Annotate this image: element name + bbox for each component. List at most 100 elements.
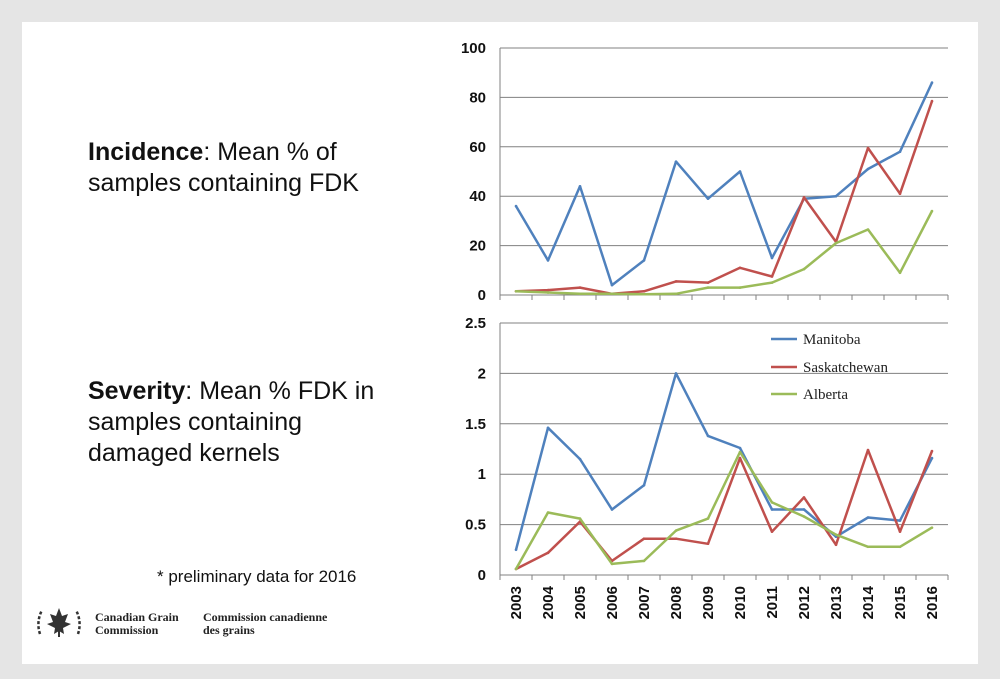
severity-point-alberta [738,450,742,454]
incidence-point-alberta [546,291,550,294]
incidence-series-saskatchewan [515,100,934,296]
severity-point-manitoba [706,434,710,438]
severity-y-tick-label: 0.5 [465,517,486,534]
incidence-point-saskatchewan [866,146,870,150]
severity-point-saskatchewan [802,496,806,499]
x-tick-label: 2004 [540,585,557,619]
incidence-y-tick-label: 60 [469,139,486,156]
incidence-point-alberta [578,292,582,296]
severity-point-manitoba [802,508,806,511]
legend-label-alberta: Alberta [803,387,848,403]
severity-desc-1: : Mean % FDK in [185,377,375,405]
incidence-point-alberta [642,292,646,296]
severity-point-saskatchewan [770,530,774,533]
incidence-point-saskatchewan [802,196,806,199]
severity-point-manitoba [674,372,678,375]
incidence-label: Incidence: Mean % of samples containing … [88,137,418,199]
severity-series-alberta [514,450,933,570]
severity-point-alberta [514,567,518,571]
incidence-point-manitoba [642,259,646,262]
incidence-point-alberta [898,271,902,275]
severity-point-saskatchewan [738,456,742,460]
incidence-y-tick-label: 80 [469,89,486,106]
incidence-point-saskatchewan [674,280,678,283]
severity-series-saskatchewan [515,448,934,571]
incidence-point-manitoba [738,170,742,173]
logo-en-line2: Commission [95,623,159,637]
severity-y-tick-label: 2 [478,365,486,382]
severity-point-alberta [866,545,870,549]
severity-point-manitoba [514,548,518,552]
legend-label-saskatchewan: Saskatchewan [803,360,888,376]
incidence-point-manitoba [898,150,902,154]
severity-y-tick-label: 0 [478,567,486,584]
maple-leaf-logo-icon [37,608,81,637]
severity-point-alberta [802,515,806,518]
x-tick-label: 2008 [668,586,685,619]
incidence-point-manitoba [770,256,774,260]
incidence-point-manitoba [514,204,518,208]
x-tick-label: 2013 [828,586,845,619]
severity-point-saskatchewan [674,537,678,541]
severity-point-saskatchewan [866,448,870,452]
incidence-desc-1: : Mean % of [203,138,337,166]
x-tick-label: 2015 [892,586,909,619]
x-tick-label: 2016 [924,586,941,619]
incidence-point-saskatchewan [642,289,646,293]
incidence-point-manitoba [674,160,678,163]
incidence-y-tick-label: 0 [478,287,486,304]
severity-point-saskatchewan [898,530,902,533]
incidence-point-saskatchewan [898,192,902,196]
x-tick-label: 2009 [700,586,717,619]
incidence-series-alberta [515,210,934,296]
x-tick-label: 2006 [604,586,621,619]
severity-point-alberta [578,517,582,520]
x-tick-label: 2003 [508,586,525,619]
incidence-point-alberta [674,292,678,296]
incidence-point-alberta [770,281,774,284]
incidence-series-manitoba [514,82,934,287]
severity-y-tick-label: 1.5 [465,416,486,433]
severity-point-alberta [898,545,902,549]
incidence-y-tick-label: 40 [469,188,486,205]
severity-point-alberta [642,559,646,563]
incidence-point-alberta [610,292,614,296]
severity-point-alberta [674,529,678,532]
severity-point-manitoba [866,516,870,519]
incidence-point-saskatchewan [546,288,550,292]
incidence-point-alberta [866,228,870,231]
incidence-point-manitoba [866,167,870,171]
severity-desc-2: samples containing [88,408,303,436]
logo-fr-line2: des grains [203,623,255,637]
severity-point-alberta [706,517,710,520]
incidence-point-saskatchewan [578,286,582,289]
incidence-point-saskatchewan [930,99,934,103]
severity-point-saskatchewan [546,551,550,555]
incidence-point-alberta [802,267,806,271]
severity-point-alberta [610,562,614,566]
severity-y-tick-label: 2.5 [465,315,486,332]
x-tick-label: 2005 [572,586,589,619]
severity-point-saskatchewan [642,537,646,541]
severity-desc-3: damaged kernels [88,439,280,467]
severity-point-manitoba [738,446,742,450]
severity-point-manitoba [610,508,614,511]
severity-point-manitoba [898,519,902,522]
x-tick-label: 2007 [636,586,653,619]
incidence-point-saskatchewan [770,275,774,278]
logo-text-french: Commission canadienne des grains [203,611,363,637]
incidence-point-alberta [706,286,710,289]
incidence-point-alberta [930,209,934,213]
footnote: * preliminary data for 2016 [157,567,357,586]
incidence-point-alberta [738,286,742,289]
severity-label: Severity: Mean % FDK in samples containi… [88,376,418,469]
x-tick-label: 2010 [732,586,749,619]
x-tick-label: 2011 [764,586,781,619]
severity-series-manitoba [514,372,934,551]
incidence-point-manitoba [578,185,582,188]
severity-point-saskatchewan [930,449,934,453]
legend-label-manitoba: Manitoba [803,332,861,348]
x-tick-label: 2012 [796,586,813,619]
severity-point-manitoba [546,426,550,430]
